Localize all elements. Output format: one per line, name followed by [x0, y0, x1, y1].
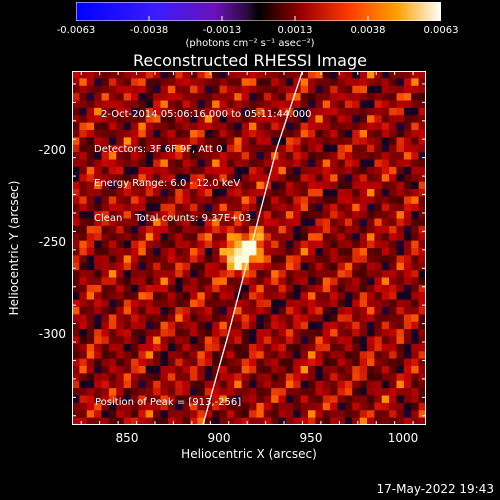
x-tick-label: 850: [115, 431, 139, 445]
image-plot: [72, 71, 426, 425]
solar-limb-line: [202, 71, 304, 425]
peak-position: Position of Peak = [913,-256]: [95, 397, 242, 408]
y-tick-label: -200: [38, 143, 66, 157]
clean-counts: Clean Total counts: 9.37E+03: [94, 212, 252, 224]
x-tick-label: 900: [207, 431, 231, 445]
colorbar-tick-label: -0.0038: [129, 25, 169, 36]
colorbar-tick-label: 0.0038: [350, 25, 386, 36]
chart-title: Reconstructed RHESSI Image: [133, 51, 367, 70]
colorbar-tick-label: -0.0013: [202, 25, 242, 36]
detectors: Detectors: 3F 6F 9F, Att 0: [94, 143, 223, 155]
plot-frame: [72, 71, 426, 425]
y-tick-label: -250: [38, 235, 66, 249]
timestamp: 17-May-2022 19:43: [376, 482, 494, 496]
energy-range: Energy Range: 6.0 - 12.0 keV: [94, 178, 241, 189]
x-tick-label: 950: [299, 431, 323, 445]
colorbar-tick-label: -0.0063: [56, 25, 96, 36]
x-tick-label: 1000: [387, 431, 419, 445]
y-axis-label: Heliocentric Y (arcsec): [7, 180, 21, 316]
colorbar: [76, 2, 441, 21]
colorbar-tick-label: 0.0013: [277, 25, 313, 36]
observation-info: 2-Oct-2014 05:06:16.000 to 05:11:44.000 …: [94, 86, 312, 236]
heatmap-cells: [72, 71, 426, 425]
colorbar-tick-label: 0.0063: [423, 25, 459, 36]
y-tick-label: -300: [38, 327, 66, 341]
x-axis-label: Heliocentric X (arcsec): [181, 447, 317, 461]
colorbar-units: (photons cm⁻² s⁻¹ asec⁻²): [185, 38, 315, 49]
time-range: 2-Oct-2014 05:06:16.000 to 05:11:44.000: [101, 109, 312, 120]
